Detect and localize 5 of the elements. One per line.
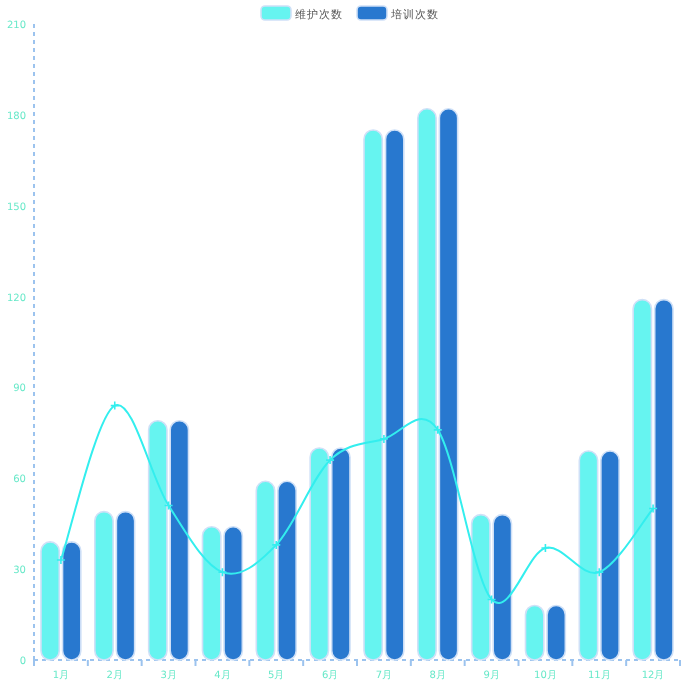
point	[432, 425, 443, 435]
point	[325, 455, 335, 465]
point	[271, 540, 282, 550]
point	[594, 567, 605, 577]
point	[379, 434, 389, 444]
